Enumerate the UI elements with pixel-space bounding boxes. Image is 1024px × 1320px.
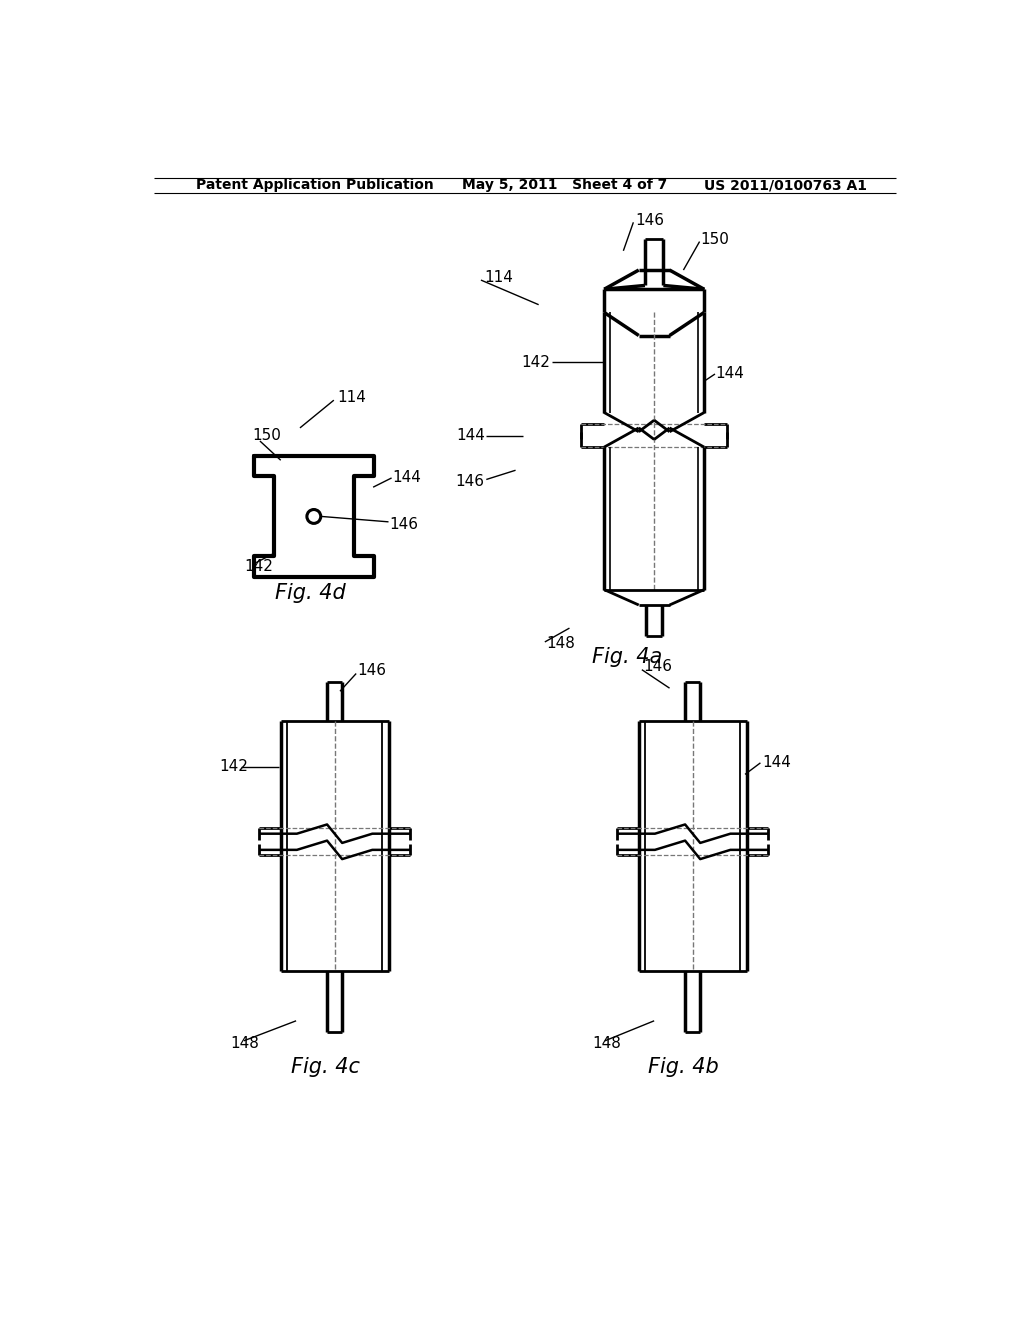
Text: 148: 148 bbox=[230, 1036, 259, 1052]
Text: Fig. 4c: Fig. 4c bbox=[291, 1057, 359, 1077]
Text: 144: 144 bbox=[392, 470, 421, 486]
Text: 142: 142 bbox=[521, 355, 550, 370]
Text: 144: 144 bbox=[456, 428, 484, 444]
Text: 150: 150 bbox=[252, 428, 282, 444]
Text: 144: 144 bbox=[716, 367, 744, 381]
Text: 114: 114 bbox=[337, 389, 366, 405]
Text: May 5, 2011   Sheet 4 of 7: May 5, 2011 Sheet 4 of 7 bbox=[462, 178, 667, 193]
Text: 146: 146 bbox=[643, 659, 673, 675]
Text: 148: 148 bbox=[593, 1036, 622, 1052]
Text: Fig. 4a: Fig. 4a bbox=[592, 647, 663, 668]
Text: US 2011/0100763 A1: US 2011/0100763 A1 bbox=[705, 178, 867, 193]
Text: Fig. 4b: Fig. 4b bbox=[648, 1057, 719, 1077]
Text: Fig. 4d: Fig. 4d bbox=[274, 583, 345, 603]
Text: 146: 146 bbox=[456, 474, 484, 490]
Text: 148: 148 bbox=[547, 636, 575, 651]
Text: 114: 114 bbox=[484, 271, 514, 285]
Text: 146: 146 bbox=[357, 663, 387, 678]
Circle shape bbox=[307, 510, 321, 524]
Text: 144: 144 bbox=[762, 755, 791, 771]
Text: 142: 142 bbox=[219, 759, 248, 775]
Text: Patent Application Publication: Patent Application Publication bbox=[196, 178, 434, 193]
Text: 142: 142 bbox=[245, 558, 273, 574]
Text: 146: 146 bbox=[635, 213, 664, 227]
Text: 146: 146 bbox=[389, 516, 418, 532]
Text: 150: 150 bbox=[700, 232, 729, 247]
